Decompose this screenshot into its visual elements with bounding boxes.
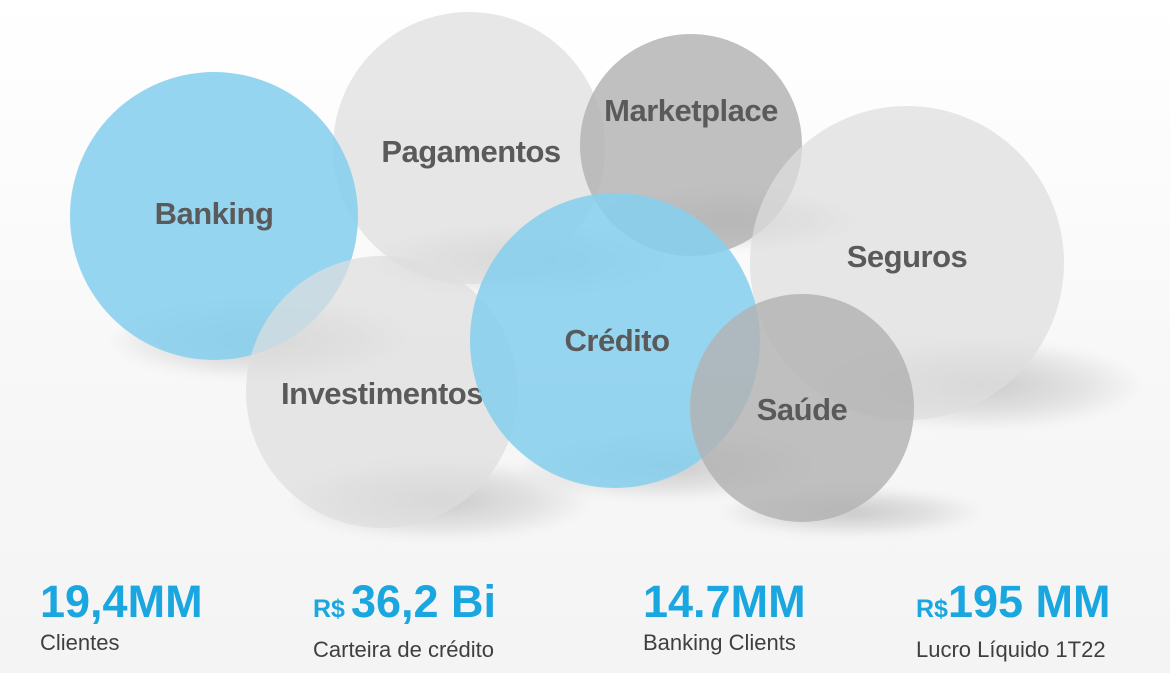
bubble-marketplace-label: Marketplace: [604, 93, 778, 128]
stat-carteira-value-row: R$ 36,2 Bi: [313, 578, 496, 633]
stat-carteira-value: 36,2 Bi: [350, 576, 497, 627]
bubble-investimentos-label: Investimentos: [281, 376, 483, 411]
bubble-seguros-label: Seguros: [846, 239, 968, 274]
stat-lucro-currency: R$: [916, 595, 948, 623]
stat-banking-clients-value: 14.7MM: [643, 576, 806, 627]
stat-lucro-value-row: R$ 195 MM: [916, 578, 1111, 633]
stat-clientes-value: 19,4MM: [40, 576, 203, 627]
bubble-credito-label: Crédito: [564, 322, 671, 358]
stat-banking-clients-label: Banking Clients: [643, 630, 796, 655]
bubble-saude: Saúde: [690, 294, 914, 522]
stat-carteira-currency: R$: [313, 595, 345, 623]
stat-banking-clients: 14.7MM Banking Clients: [643, 578, 806, 656]
stat-clientes: 19,4MM Clientes: [40, 578, 203, 656]
stat-carteira: R$ 36,2 Bi Carteira de crédito: [313, 578, 496, 663]
stat-lucro-label: Lucro Líquido 1T22: [916, 637, 1106, 662]
stat-lucro-value: 195 MM: [947, 576, 1111, 627]
stat-clientes-label: Clientes: [40, 630, 120, 655]
bubble-pagamentos-label: Pagamentos: [381, 134, 561, 169]
stat-banking-clients-value-row: 14.7MM: [643, 578, 806, 626]
stat-lucro: R$ 195 MM Lucro Líquido 1T22: [916, 578, 1111, 663]
bubble-investimentos: Investimentos: [246, 256, 518, 528]
stat-carteira-label: Carteira de crédito: [313, 637, 494, 662]
bubble-saude-label: Saúde: [756, 392, 848, 427]
stat-clientes-value-row: 19,4MM: [40, 578, 203, 626]
bubble-banking-label: Banking: [154, 196, 274, 231]
